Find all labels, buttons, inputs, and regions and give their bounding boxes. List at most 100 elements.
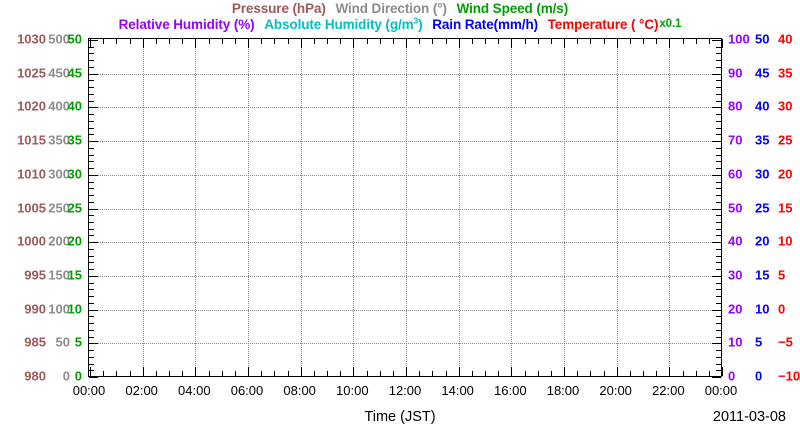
axis-tick-minor	[471, 371, 473, 376]
axis-tick-minor	[103, 39, 105, 44]
legend-scale-note: x0.1	[659, 18, 682, 30]
axis-tick-minor	[716, 66, 721, 68]
axis-tick-major	[89, 309, 98, 311]
axis-tick-major	[195, 39, 197, 48]
axis-tick-minor	[89, 154, 94, 156]
axis-tick-label: 15	[755, 267, 770, 283]
axis-tick-label: 1005	[17, 200, 46, 215]
axis-tick-label: −5	[778, 334, 793, 350]
legend-item-pressure: Pressure (hPa)	[232, 1, 330, 16]
axis-tick-minor	[89, 228, 94, 230]
gridline-vertical	[669, 39, 671, 376]
gridline-vertical	[353, 39, 355, 376]
axis-tick-label: 1025	[17, 65, 46, 81]
axis-tick-major	[142, 367, 144, 376]
axis-tick-major	[248, 39, 249, 48]
y-axis-labels-temperature: 40 35 30 25 20 15 10 5 0 −5 −10	[778, 33, 800, 383]
axis-tick-minor	[89, 87, 94, 89]
axis-tick-minor	[629, 39, 631, 44]
axis-tick-minor	[313, 39, 315, 44]
axis-tick-minor	[716, 316, 721, 318]
axis-tick-minor	[103, 371, 105, 376]
axis-tick-major	[616, 367, 618, 376]
axis-tick-minor	[89, 188, 94, 190]
axis-tick-minor	[89, 195, 94, 197]
axis-tick-minor	[182, 39, 184, 44]
axis-tick-minor	[716, 356, 721, 358]
axis-tick-minor	[590, 371, 592, 376]
axis-tick-minor	[716, 161, 721, 163]
axis-tick-minor	[89, 66, 94, 68]
axis-tick-minor	[682, 371, 684, 376]
axis-tick-label: 40	[728, 233, 743, 249]
axis-tick-minor	[716, 80, 721, 82]
axis-tick-label: 60	[728, 166, 743, 182]
axis-tick-label: 80	[728, 98, 743, 114]
axis-tick-label: 450	[48, 65, 70, 81]
axis-tick-minor	[695, 39, 697, 44]
axis-tick-label: 20	[755, 233, 770, 249]
x-axis-tick-label: 00:00	[72, 383, 106, 398]
axis-tick-minor	[89, 80, 94, 82]
axis-tick-label: 40	[755, 98, 770, 114]
axis-tick-minor	[716, 363, 721, 365]
x-axis-tick-label: 16:00	[494, 383, 527, 398]
axis-tick-major	[458, 39, 460, 48]
axis-tick-label: 400	[48, 98, 70, 114]
axis-tick-major	[353, 367, 355, 376]
axis-tick-minor	[89, 316, 94, 318]
axis-tick-minor	[498, 371, 500, 376]
axis-tick-label: 0	[62, 368, 70, 384]
axis-tick-major	[89, 107, 98, 109]
axis-tick-minor	[419, 371, 421, 376]
axis-tick-minor	[498, 39, 500, 44]
x-axis-tick-label: 00:00	[704, 383, 738, 398]
axis-tick-minor	[716, 282, 721, 284]
axis-tick-minor	[89, 60, 94, 62]
axis-tick-minor	[682, 39, 684, 44]
axis-tick-minor	[716, 215, 721, 217]
date-stamp: 2011-03-08	[712, 409, 786, 425]
axis-tick-minor	[89, 201, 94, 203]
axis-tick-minor	[261, 39, 263, 44]
axis-tick-minor	[89, 248, 94, 250]
axis-tick-minor	[716, 127, 721, 129]
axis-tick-minor	[392, 371, 394, 376]
axis-tick-minor	[89, 269, 94, 271]
axis-tick-minor	[537, 371, 539, 376]
axis-tick-minor	[234, 39, 236, 44]
gridline-horizontal	[89, 73, 721, 75]
axis-tick-minor	[577, 39, 579, 44]
axis-tick-minor	[155, 371, 157, 376]
axis-tick-minor	[89, 262, 94, 264]
axis-tick-label: 30	[778, 98, 793, 114]
axis-tick-major	[511, 39, 513, 48]
axis-tick-major	[300, 39, 302, 48]
axis-tick-label: 5	[755, 334, 763, 350]
axis-tick-minor	[89, 114, 94, 116]
axis-tick-minor	[550, 39, 552, 44]
legend-item-temperature: Temperature ( °C)x0.1	[548, 17, 682, 32]
axis-tick-label: 30	[67, 166, 82, 182]
axis-tick-label: 50	[755, 31, 770, 47]
axis-tick-minor	[485, 39, 486, 44]
axis-tick-minor	[524, 39, 526, 44]
axis-tick-label: 15	[67, 267, 82, 283]
axis-tick-minor	[379, 371, 381, 376]
axis-tick-minor	[89, 370, 94, 372]
x-axis-tick-labels: 00:00 02:00 04:00 06:00 08:00 10:00 12:00 14:00…	[0, 384, 800, 402]
axis-tick-label: 90	[728, 65, 743, 81]
axis-tick-label: 25	[755, 200, 770, 215]
legend-label-temperature: Temperature ( °C)	[547, 17, 659, 32]
axis-tick-minor	[716, 120, 721, 122]
axis-tick-label: 10	[755, 301, 770, 317]
x-axis-tick-label: 02:00	[125, 383, 158, 398]
axis-tick-minor	[716, 181, 721, 183]
gridline-vertical	[248, 39, 249, 376]
axis-tick-minor	[89, 255, 94, 257]
gridline-horizontal	[89, 174, 721, 176]
axis-tick-minor	[89, 329, 94, 331]
axis-tick-label: 0	[74, 368, 82, 384]
axis-tick-minor	[577, 371, 579, 376]
axis-tick-label: 5	[778, 267, 786, 283]
